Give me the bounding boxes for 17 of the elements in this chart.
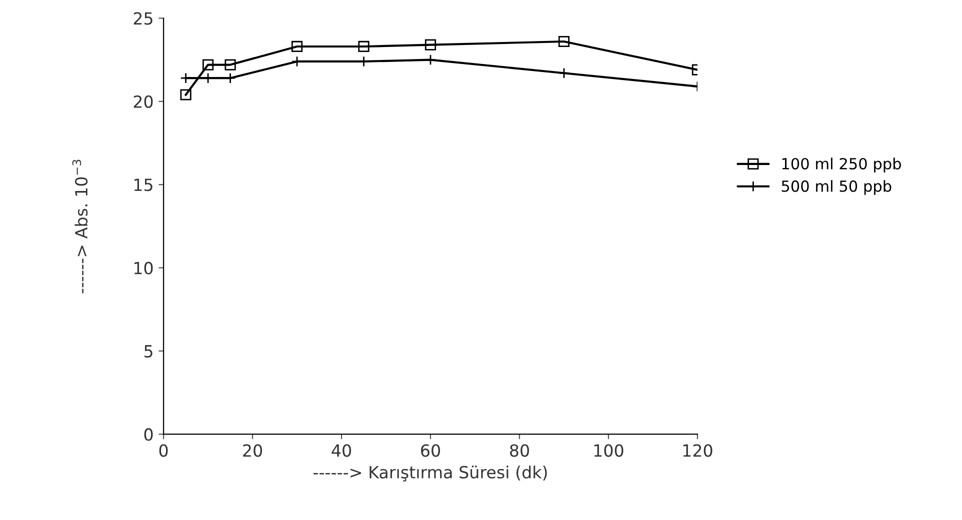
x-axis-title: ------> Karıştırma Süresi (dk) [314, 466, 547, 482]
x-tick-label: 100 [594, 444, 624, 457]
x-tick-label: 0 [159, 444, 168, 457]
x-tick-label: 40 [332, 444, 352, 457]
y-tick-label: 15 [134, 178, 152, 192]
x-tick-label: 60 [421, 444, 440, 457]
y-tick-label: 0 [144, 428, 153, 441]
y-tick-label: 20 [134, 95, 153, 108]
x-tick-label: 120 [683, 444, 712, 457]
y-tick-label: 5 [144, 345, 152, 358]
y-tick-label: 10 [134, 262, 153, 274]
legend-label: 100 ml 250 ppb [782, 158, 901, 172]
x-tick-label: 20 [243, 444, 262, 457]
x-tick-label: 80 [510, 444, 529, 457]
legend-label: 500 ml 50 ppb [782, 180, 892, 195]
y-tick-label: 25 [134, 12, 152, 25]
y-axis-title: ------> Abs. 10$^{−3}$ [72, 160, 88, 294]
